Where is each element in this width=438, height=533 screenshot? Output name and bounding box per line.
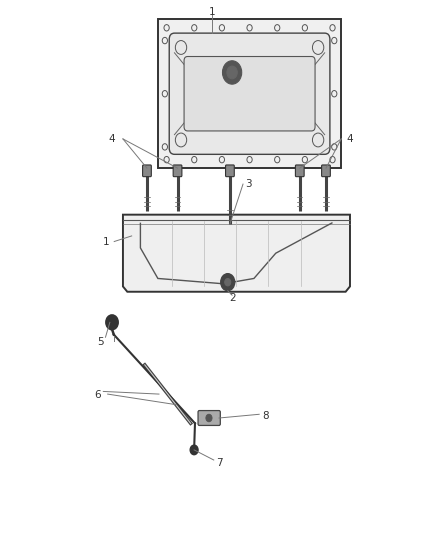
Circle shape [221,273,235,290]
Text: 7: 7 [216,458,223,468]
Circle shape [223,61,242,84]
Circle shape [227,66,237,79]
Text: 1: 1 [103,237,110,247]
Circle shape [190,445,198,455]
Text: 8: 8 [262,411,269,422]
Text: 4: 4 [109,134,115,144]
Polygon shape [123,215,350,292]
Circle shape [106,316,118,329]
Text: 5: 5 [97,337,103,347]
FancyBboxPatch shape [184,56,315,131]
Text: 1: 1 [208,7,215,18]
Text: 3: 3 [245,179,252,189]
FancyBboxPatch shape [321,165,330,176]
Text: 2: 2 [230,293,236,303]
FancyBboxPatch shape [295,165,304,176]
FancyBboxPatch shape [169,33,330,155]
Polygon shape [158,19,341,168]
FancyBboxPatch shape [143,165,151,176]
Circle shape [225,278,231,286]
FancyBboxPatch shape [198,410,220,425]
Text: 6: 6 [94,390,101,400]
FancyBboxPatch shape [173,165,182,176]
Text: 4: 4 [346,134,353,144]
Circle shape [206,414,212,422]
FancyBboxPatch shape [226,165,234,176]
